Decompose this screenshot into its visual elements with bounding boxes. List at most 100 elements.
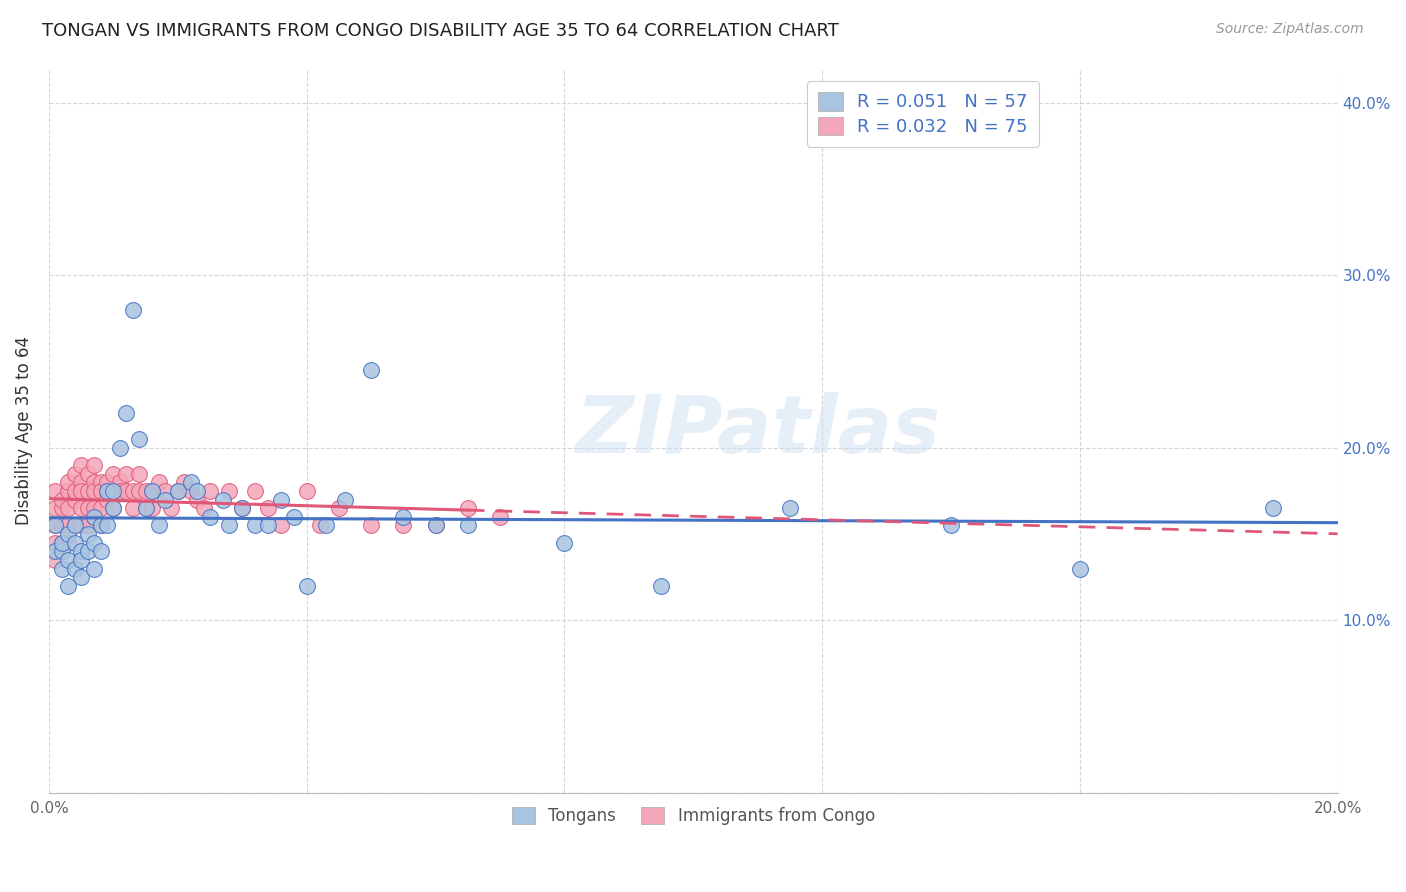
Point (76, 483, 98, 498)
Point (166, 483, 188, 498)
Point (63, 535, 86, 549)
Point (76, 518, 98, 533)
Point (51, 561, 73, 575)
Point (180, 483, 202, 498)
Point (115, 467, 138, 481)
Y-axis label: Disability Age 35 to 64: Disability Age 35 to 64 (15, 336, 32, 525)
Point (76, 544, 98, 558)
Point (51, 492, 73, 507)
Point (96, 518, 118, 533)
Point (103, 501, 125, 516)
Point (96, 475, 118, 490)
Point (44, 553, 66, 567)
Point (63, 518, 86, 533)
Point (96, 483, 118, 498)
Point (335, 492, 357, 507)
Point (243, 518, 266, 533)
Point (70, 544, 93, 558)
Point (186, 492, 208, 507)
Point (121, 483, 143, 498)
Point (89, 518, 111, 533)
Point (83, 483, 105, 498)
Point (173, 475, 195, 490)
Legend: Tongans, Immigrants from Congo: Tongans, Immigrants from Congo (502, 797, 884, 835)
Point (70, 501, 93, 516)
Point (44, 518, 66, 533)
Point (457, 501, 479, 516)
Point (83, 501, 105, 516)
Point (1263, 501, 1285, 516)
Point (186, 483, 208, 498)
Point (1069, 561, 1091, 575)
Point (83, 561, 105, 575)
Point (44, 518, 66, 533)
Point (63, 518, 86, 533)
Point (44, 535, 66, 549)
Point (76, 467, 98, 481)
Point (135, 501, 157, 516)
Point (135, 483, 157, 498)
Point (128, 467, 150, 481)
Point (283, 509, 305, 524)
Point (51, 544, 73, 558)
Point (270, 492, 292, 507)
Point (89, 518, 111, 533)
Point (148, 518, 170, 533)
Point (779, 501, 801, 516)
Point (392, 518, 415, 533)
Point (83, 535, 105, 549)
Point (103, 483, 125, 498)
Point (457, 518, 479, 533)
Point (70, 483, 93, 498)
Point (108, 475, 131, 490)
Point (360, 518, 382, 533)
Point (270, 518, 292, 533)
Point (89, 475, 111, 490)
Text: TONGAN VS IMMIGRANTS FROM CONGO DISABILITY AGE 35 TO 64 CORRELATION CHART: TONGAN VS IMMIGRANTS FROM CONGO DISABILI… (42, 22, 839, 40)
Point (153, 492, 176, 507)
Point (51, 535, 73, 549)
Point (193, 501, 215, 516)
Point (218, 483, 240, 498)
Point (103, 467, 125, 481)
Point (44, 501, 66, 516)
Point (115, 483, 138, 498)
Point (141, 501, 163, 516)
Point (58, 518, 80, 533)
Point (70, 458, 93, 472)
Point (128, 432, 150, 446)
Point (58, 527, 80, 541)
Point (44, 544, 66, 558)
Point (141, 483, 163, 498)
Point (141, 483, 163, 498)
Point (58, 579, 80, 593)
Point (70, 518, 93, 533)
Point (180, 475, 202, 490)
Point (218, 518, 240, 533)
Point (121, 302, 143, 317)
Point (103, 501, 125, 516)
Point (295, 579, 318, 593)
Point (231, 501, 253, 516)
Point (148, 475, 170, 490)
Point (108, 483, 131, 498)
Point (89, 544, 111, 558)
Point (89, 483, 111, 498)
Point (70, 475, 93, 490)
Point (58, 475, 80, 490)
Point (315, 518, 337, 533)
Text: ZIPatlas: ZIPatlas (575, 392, 941, 469)
Point (70, 553, 93, 567)
Point (212, 492, 235, 507)
Point (257, 501, 280, 516)
Point (153, 483, 176, 498)
Point (76, 501, 98, 516)
Point (198, 509, 221, 524)
Point (108, 441, 131, 455)
Point (160, 501, 183, 516)
Point (96, 492, 118, 507)
Point (51, 518, 73, 533)
Point (83, 458, 105, 472)
Point (63, 467, 86, 481)
Point (231, 501, 253, 516)
